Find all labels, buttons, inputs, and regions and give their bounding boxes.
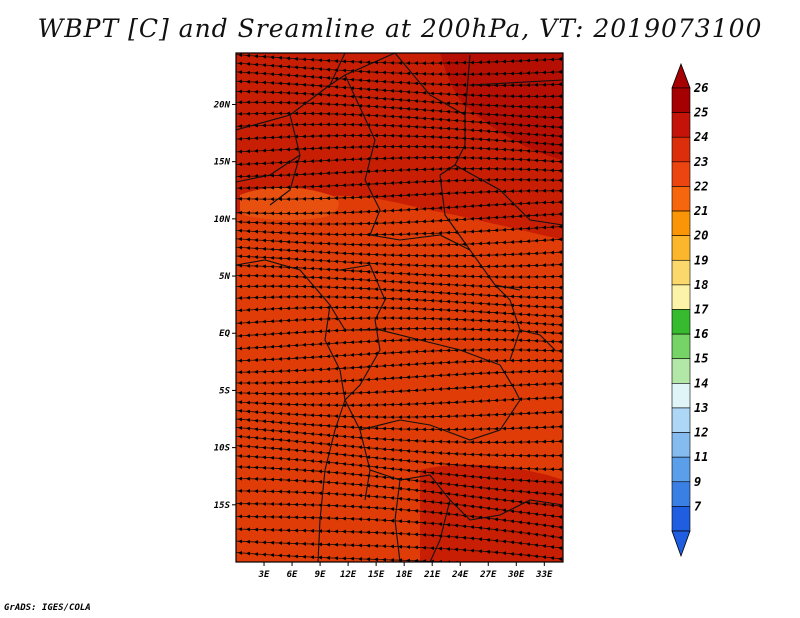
lon-tick-label: 18E: [396, 570, 413, 580]
colorbar-swatch: [671, 235, 691, 261]
lat-tick-label: 10N: [214, 215, 231, 225]
colorbar-label: 13: [694, 401, 708, 415]
colorbar-swatch: [671, 112, 691, 138]
colorbar-swatch: [671, 309, 691, 335]
lat-tick-label: 5N: [219, 272, 230, 282]
lon-tick-label: 9E: [315, 570, 326, 580]
colorbar-label: 16: [694, 327, 708, 341]
streamline: [236, 188, 563, 202]
country-borders: [236, 53, 563, 562]
streamline: [236, 177, 563, 191]
lat-tick-label: 10S: [214, 444, 231, 454]
lon-tick-label: 27E: [479, 570, 497, 580]
colorbar-label: 11: [694, 450, 708, 464]
streamlines: [236, 53, 563, 562]
chart-title: WBPT [C] and Sreamline at 200hPa, VT: 20…: [37, 14, 763, 43]
colorbar-swatch: [671, 383, 691, 409]
lat-tick-label: 15S: [214, 501, 231, 511]
colorbar-label: 19: [694, 253, 708, 267]
colorbar-swatch: [671, 284, 691, 310]
colorbar-bottom-arrow: [671, 530, 691, 558]
streamline: [236, 315, 563, 328]
map-field: [236, 53, 563, 562]
colorbar-swatch: [671, 506, 691, 532]
streamline: [236, 122, 563, 139]
colorbar-label: 14: [694, 376, 708, 390]
streamline: [236, 166, 563, 179]
colorbar-swatch: [671, 456, 691, 483]
colorbar-swatch: [671, 161, 691, 187]
streamline: [236, 224, 563, 237]
colorbar-swatch: [671, 358, 691, 384]
colorbar-top-arrow: [671, 62, 691, 89]
colorbar-swatch: [671, 87, 691, 113]
colorbar-label: 22: [693, 179, 708, 193]
latitude-axis: 20N 15N 10N 5N EQ 5S 10S 15S: [213, 100, 236, 511]
colorbar-swatch: [671, 407, 691, 433]
lat-tick-label: EQ: [219, 329, 230, 339]
streamline: [236, 337, 563, 351]
colorbar: 26 25 24 23 22 21 20 19 18 17 16 15 14 13 12 11 9 7: [671, 62, 709, 558]
lon-tick-label: 3E: [258, 570, 270, 580]
lon-tick-label: 15E: [368, 570, 385, 580]
streamline: [236, 155, 563, 167]
longitude-axis: 3E 6E 9E 12E 15E 18E 21E 24E 27E 30E 33E: [258, 562, 553, 580]
grads-credit: GrADS: IGES/COLA: [4, 603, 91, 613]
lat-tick-label: 5S: [219, 386, 230, 396]
map-frame: [235, 52, 564, 563]
lon-tick-label: 12E: [340, 570, 357, 580]
colorbar-label: 21: [693, 204, 708, 218]
streamline: [236, 144, 563, 156]
colorbar-label: 26: [693, 81, 708, 95]
lon-tick-label: 24E: [451, 570, 469, 580]
streamline: [236, 395, 563, 408]
colorbar-label: 12: [694, 426, 708, 440]
colorbar-label: 9: [694, 475, 701, 489]
colorbar-swatch: [671, 432, 691, 458]
colorbar-swatch: [671, 333, 691, 360]
lon-tick-label: 21E: [423, 570, 441, 580]
colorbar-swatch: [671, 136, 691, 163]
streamline: [236, 133, 563, 147]
colorbar-label: 20: [693, 229, 708, 243]
streamline: [236, 212, 563, 227]
colorbar-swatch: [671, 481, 691, 507]
lat-tick-label: 15N: [214, 158, 231, 168]
lon-tick-label: 6E: [287, 570, 298, 580]
colorbar-label: 7: [694, 499, 702, 513]
colorbar-label: 23: [693, 155, 708, 169]
colorbar-label: 24: [693, 130, 708, 144]
streamline: [236, 408, 563, 420]
lon-tick-label: 30E: [507, 570, 525, 580]
streamline: [236, 237, 563, 248]
colorbar-swatch: [671, 186, 691, 212]
lon-tick-label: 33E: [535, 570, 553, 580]
streamline: [236, 326, 563, 338]
colorbar-swatch: [671, 210, 691, 236]
colorbar-swatch: [671, 259, 691, 286]
colorbar-label: 18: [694, 278, 708, 292]
lat-tick-label: 20N: [213, 100, 231, 110]
colorbar-label: 17: [694, 303, 709, 317]
colorbar-label: 25: [693, 106, 708, 120]
colorbar-label: 15: [694, 352, 708, 366]
streamline: [236, 305, 563, 319]
